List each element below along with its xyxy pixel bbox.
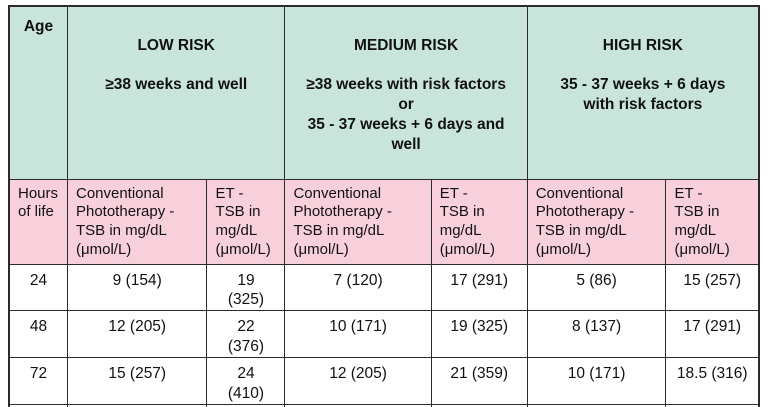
table-row-72h: 72 15 (257) 24 (410) 12 (205) 21 (359) 1… (8, 357, 760, 405)
medium-risk-subtitle: ≥38 weeks with risk factors or 35 - 37 w… (306, 76, 506, 153)
risk-header-row: Age LOW RISK ≥38 weeks and well MEDIUM R… (8, 5, 760, 180)
cell-high-et: 15 (257) (665, 263, 760, 312)
high-conventional-header-cell: Conventional Phototherapy - TSB in mg/dL… (526, 178, 667, 265)
cell-low-conventional: 12 (205) (66, 310, 208, 359)
cell-low-conventional: 15 (257) (66, 357, 208, 405)
cell-medium-conventional: 7 (120) (284, 263, 432, 312)
medium-risk-title: MEDIUM RISK (353, 36, 459, 54)
cell-high-et: 17 (291) (665, 310, 760, 359)
table-row-48h: 48 12 (205) 22 (376) 10 (171) 19 (325) 8… (8, 310, 760, 359)
cell-age: 24 (8, 263, 68, 312)
high-risk-title: HIGH RISK (602, 36, 683, 54)
cell-low-conventional: 9 (154) (66, 263, 208, 312)
cell-high-et: 19 (325) (665, 403, 760, 407)
low-et-header-cell: ET - TSB in mg/dL (μmol/L) (206, 178, 286, 265)
hours-of-life-header-cell: Hours of life (8, 178, 68, 265)
cell-medium-et: 19 (325) (430, 310, 528, 359)
high-risk-subtitle: 35 - 37 weeks + 6 days with risk factors (560, 76, 726, 114)
cell-high-conventional: 8 (137) (526, 310, 667, 359)
cell-high-conventional: 10 (171) (526, 357, 667, 405)
cell-low-et: 22 (376) (206, 310, 286, 359)
medium-conventional-header-cell: Conventional Phototherapy - TSB in mg/dL… (284, 178, 432, 265)
cell-medium-et: 22.5 (385) (430, 403, 528, 407)
sub-header-row: Hours of life Conventional Phototherapy … (8, 178, 760, 265)
low-risk-subtitle: ≥38 weeks and well (105, 76, 248, 94)
cell-age: 96 (8, 403, 68, 407)
cell-medium-conventional: 12 (205) (284, 357, 432, 405)
cell-medium-conventional: 14 (239) (284, 403, 432, 407)
low-conventional-header-cell: Conventional Phototherapy - TSB in mg/dL… (66, 178, 208, 265)
cell-age: 48 (8, 310, 68, 359)
medium-risk-header-cell: MEDIUM RISK ≥38 weeks with risk factors … (284, 5, 528, 180)
age-header-cell: Age (8, 5, 68, 180)
table-row-96h: 96 17 (291) 25 (428) 14 (239) 22.5 (385)… (8, 403, 760, 407)
cell-low-et: 19 (325) (206, 263, 286, 312)
cell-age: 72 (8, 357, 68, 405)
phototherapy-tsb-table: Age LOW RISK ≥38 weeks and well MEDIUM R… (8, 5, 760, 407)
medium-et-header-cell: ET - TSB in mg/dL (μmol/L) (430, 178, 528, 265)
low-risk-title: LOW RISK (137, 36, 215, 54)
high-et-header-cell: ET - TSB in mg/dL (μmol/L) (665, 178, 760, 265)
cell-medium-et: 17 (291) (430, 263, 528, 312)
cell-low-et: 24 (410) (206, 357, 286, 405)
high-risk-header-cell: HIGH RISK 35 - 37 weeks + 6 days with ri… (526, 5, 760, 180)
cell-high-conventional: 5 (86) (526, 263, 667, 312)
low-risk-header-cell: LOW RISK ≥38 weeks and well (66, 5, 286, 180)
table-row-24h: 24 9 (154) 19 (325) 7 (120) 17 (291) 5 (… (8, 263, 760, 312)
cell-high-et: 18.5 (316) (665, 357, 760, 405)
cell-medium-conventional: 10 (171) (284, 310, 432, 359)
cell-medium-et: 21 (359) (430, 357, 528, 405)
